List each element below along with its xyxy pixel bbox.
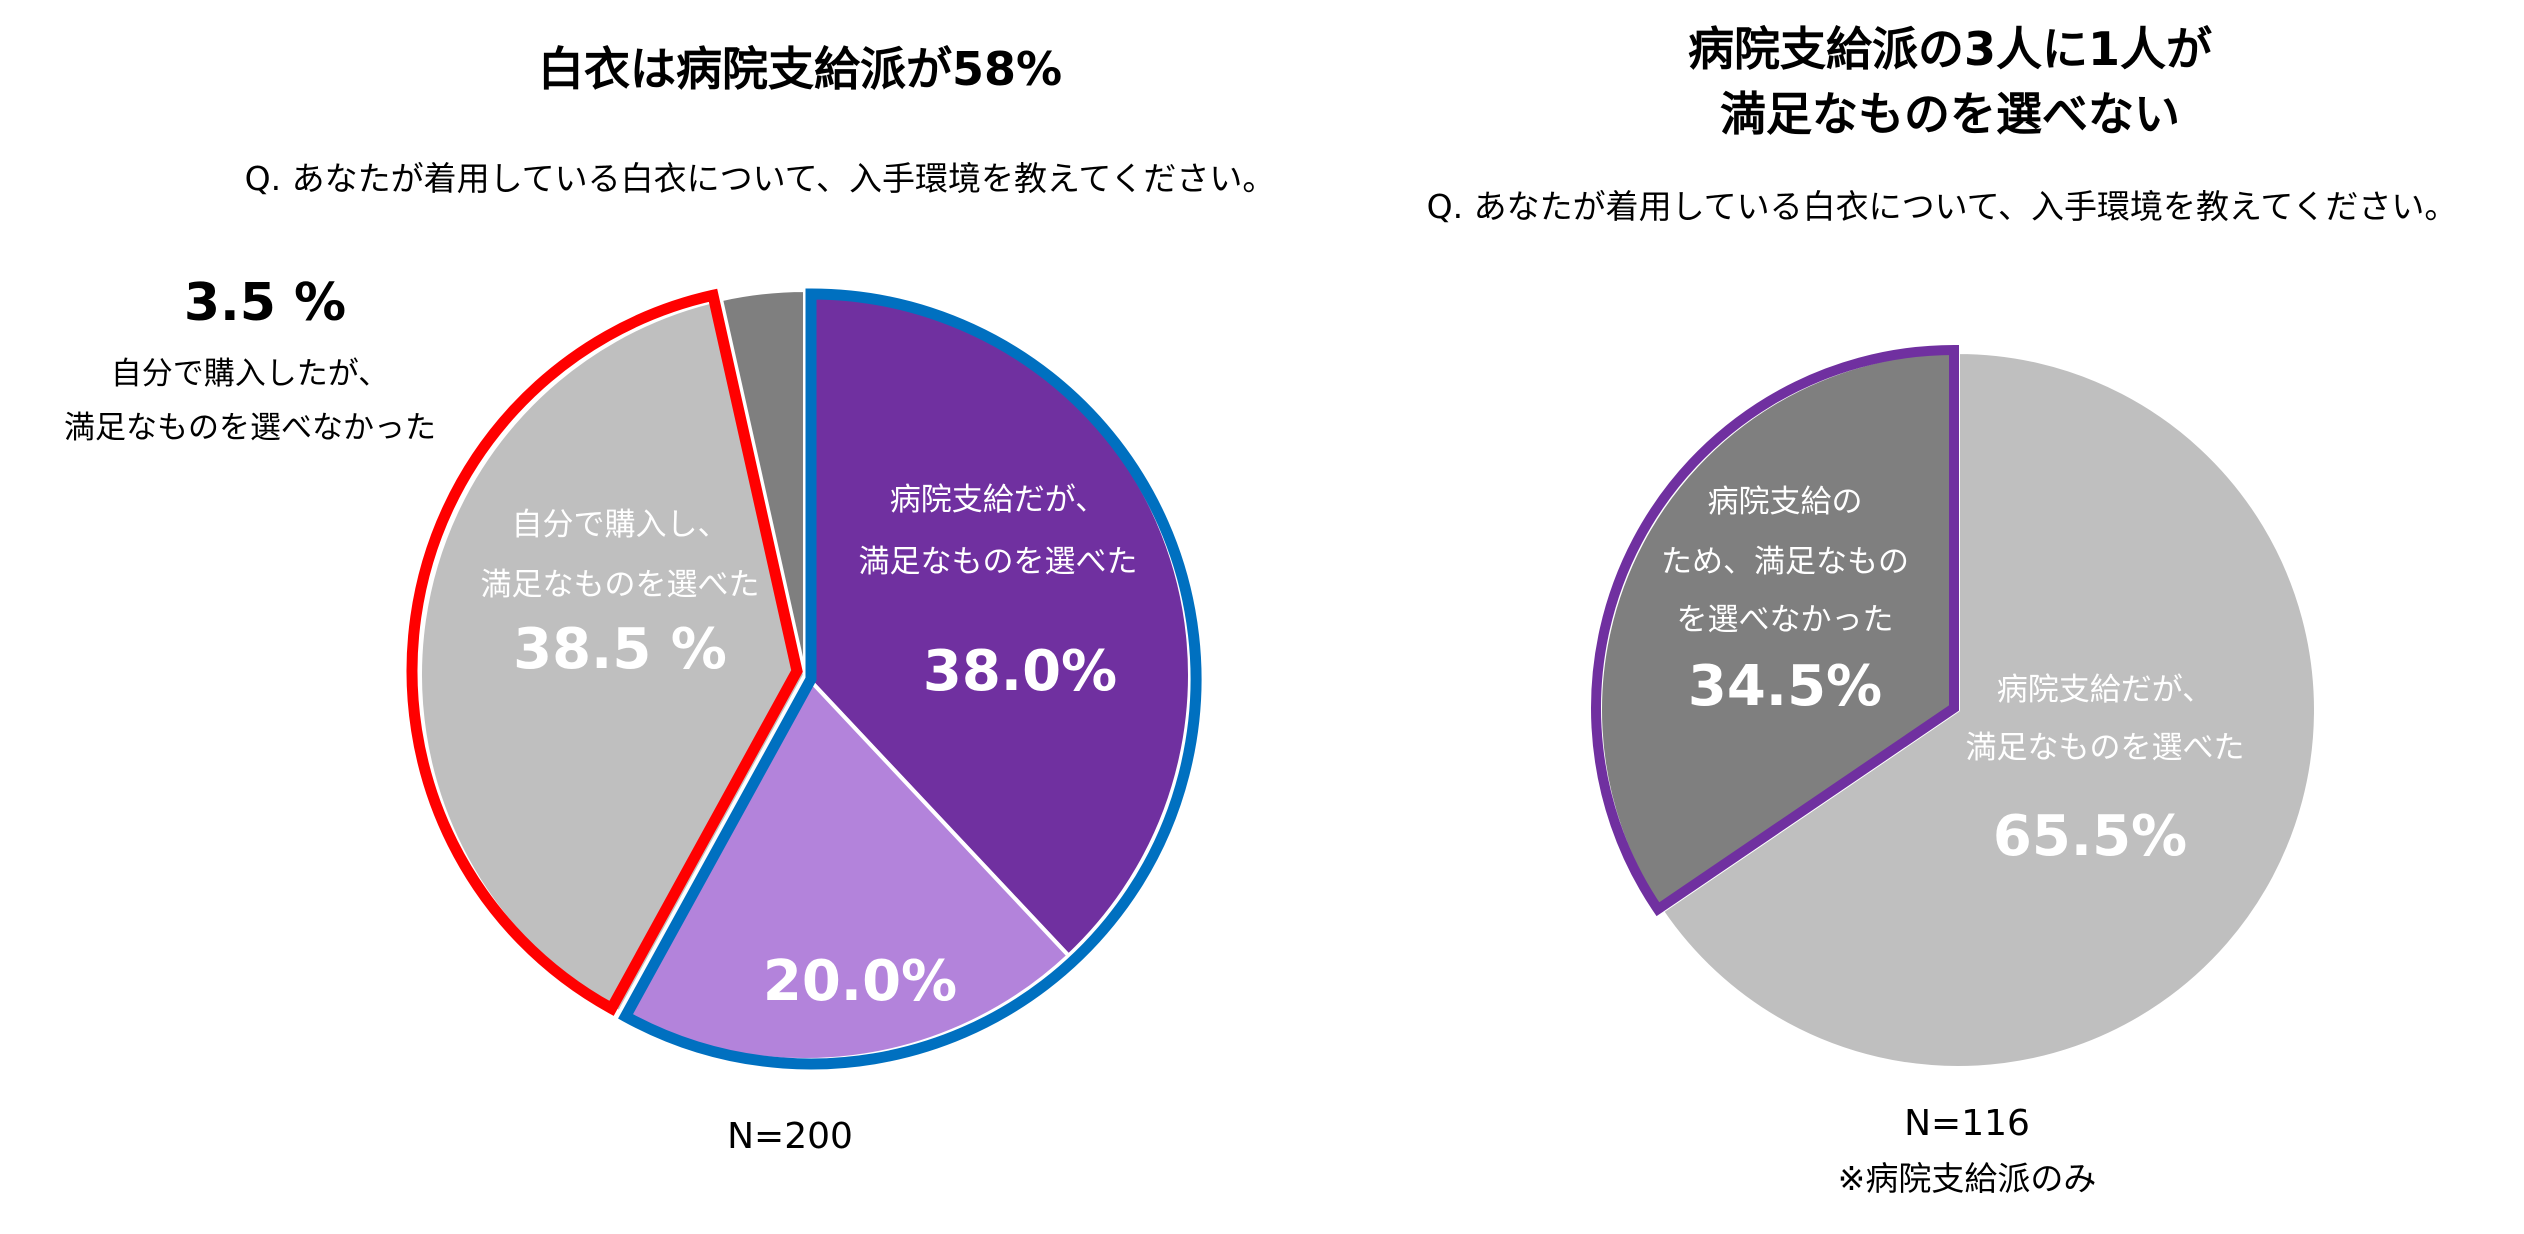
left-chart: 白衣は病院支給派が58% Q. あなたが着用している白衣について、入手環境を教え… xyxy=(64,42,1275,1157)
left-slice-value: 38.0% xyxy=(923,639,1117,704)
right-slice-value: 34.5% xyxy=(1688,654,1882,719)
right-slice-label-hospital-satisfied: 病院支給だが、 満足なものを選べた 65.5% xyxy=(1966,672,2245,869)
left-slice-label-line: 自分で購入したが、 xyxy=(111,356,389,392)
left-slice-label-hospital-unsatisfied: 20.0% xyxy=(763,949,957,1014)
right-chart-title-line: 満足なものを選べない xyxy=(1720,87,2180,141)
left-slice-value: 20.0% xyxy=(763,949,957,1014)
right-pie xyxy=(1591,344,2318,1070)
right-slice-label-hospital-unsatisfied: 病院支給の ため、満足なもの を選べなかった 34.5% xyxy=(1661,484,1909,719)
left-pie-slice-3 xyxy=(719,288,807,677)
left-slice-label-self-unsatisfied: 3.5 % 自分で購入したが、 満足なものを選べなかった xyxy=(64,273,436,446)
right-chart-note-line: N=116 xyxy=(1904,1103,2030,1144)
left-pie xyxy=(406,288,1202,1070)
right-slice-label-line: 病院支給の xyxy=(1708,484,1863,520)
right-pie-slice-0 xyxy=(1659,350,2318,1070)
left-slice-value: 3.5 % xyxy=(184,273,346,333)
left-slice-label-line: 満足なものを選べた xyxy=(481,567,760,603)
right-slice-label-line: 病院支給だが、 xyxy=(1997,672,2213,708)
right-chart-subtitle: Q. あなたが着用している白衣について、入手環境を教えてください。 xyxy=(1427,187,2458,226)
right-slice-value: 65.5% xyxy=(1993,804,2187,869)
left-pie-self-outline xyxy=(406,288,803,1016)
left-chart-subtitle: Q. あなたが着用している白衣について、入手環境を教えてください。 xyxy=(245,159,1276,198)
right-chart: 病院支給派の3人に1人が 満足なものを選べない Q. あなたが着用している白衣に… xyxy=(1427,22,2458,1198)
left-pie-hospital-outline xyxy=(618,288,1202,1070)
left-slice-label-hospital-satisfied: 病院支給だが、 満足なものを選べた 38.0% xyxy=(859,482,1138,704)
left-slice-label-line: 自分で購入し、 xyxy=(512,507,729,543)
left-slice-value: 38.5 % xyxy=(513,617,727,682)
left-chart-note: N=200 xyxy=(727,1116,853,1157)
left-slice-label-line: 満足なものを選べなかった xyxy=(64,410,436,446)
left-chart-title: 白衣は病院支給派が58% xyxy=(538,42,1062,96)
left-slice-label-line: 満足なものを選べた xyxy=(859,544,1138,580)
right-slice-label-line: ため、満足なもの xyxy=(1661,544,1909,580)
right-slice-label-line: 満足なものを選べた xyxy=(1966,730,2245,766)
right-slice-label-line: を選べなかった xyxy=(1677,602,1894,638)
left-slice-label-line: 病院支給だが、 xyxy=(890,482,1106,518)
left-slice-label-self-satisfied: 自分で購入し、 満足なものを選べた 38.5 % xyxy=(481,507,760,682)
right-chart-note-line: ※病院支給派のみ xyxy=(1838,1159,2097,1198)
right-chart-title-line: 病院支給派の3人に1人が xyxy=(1688,22,2212,76)
right-pie-highlight-outline xyxy=(1591,344,1959,917)
